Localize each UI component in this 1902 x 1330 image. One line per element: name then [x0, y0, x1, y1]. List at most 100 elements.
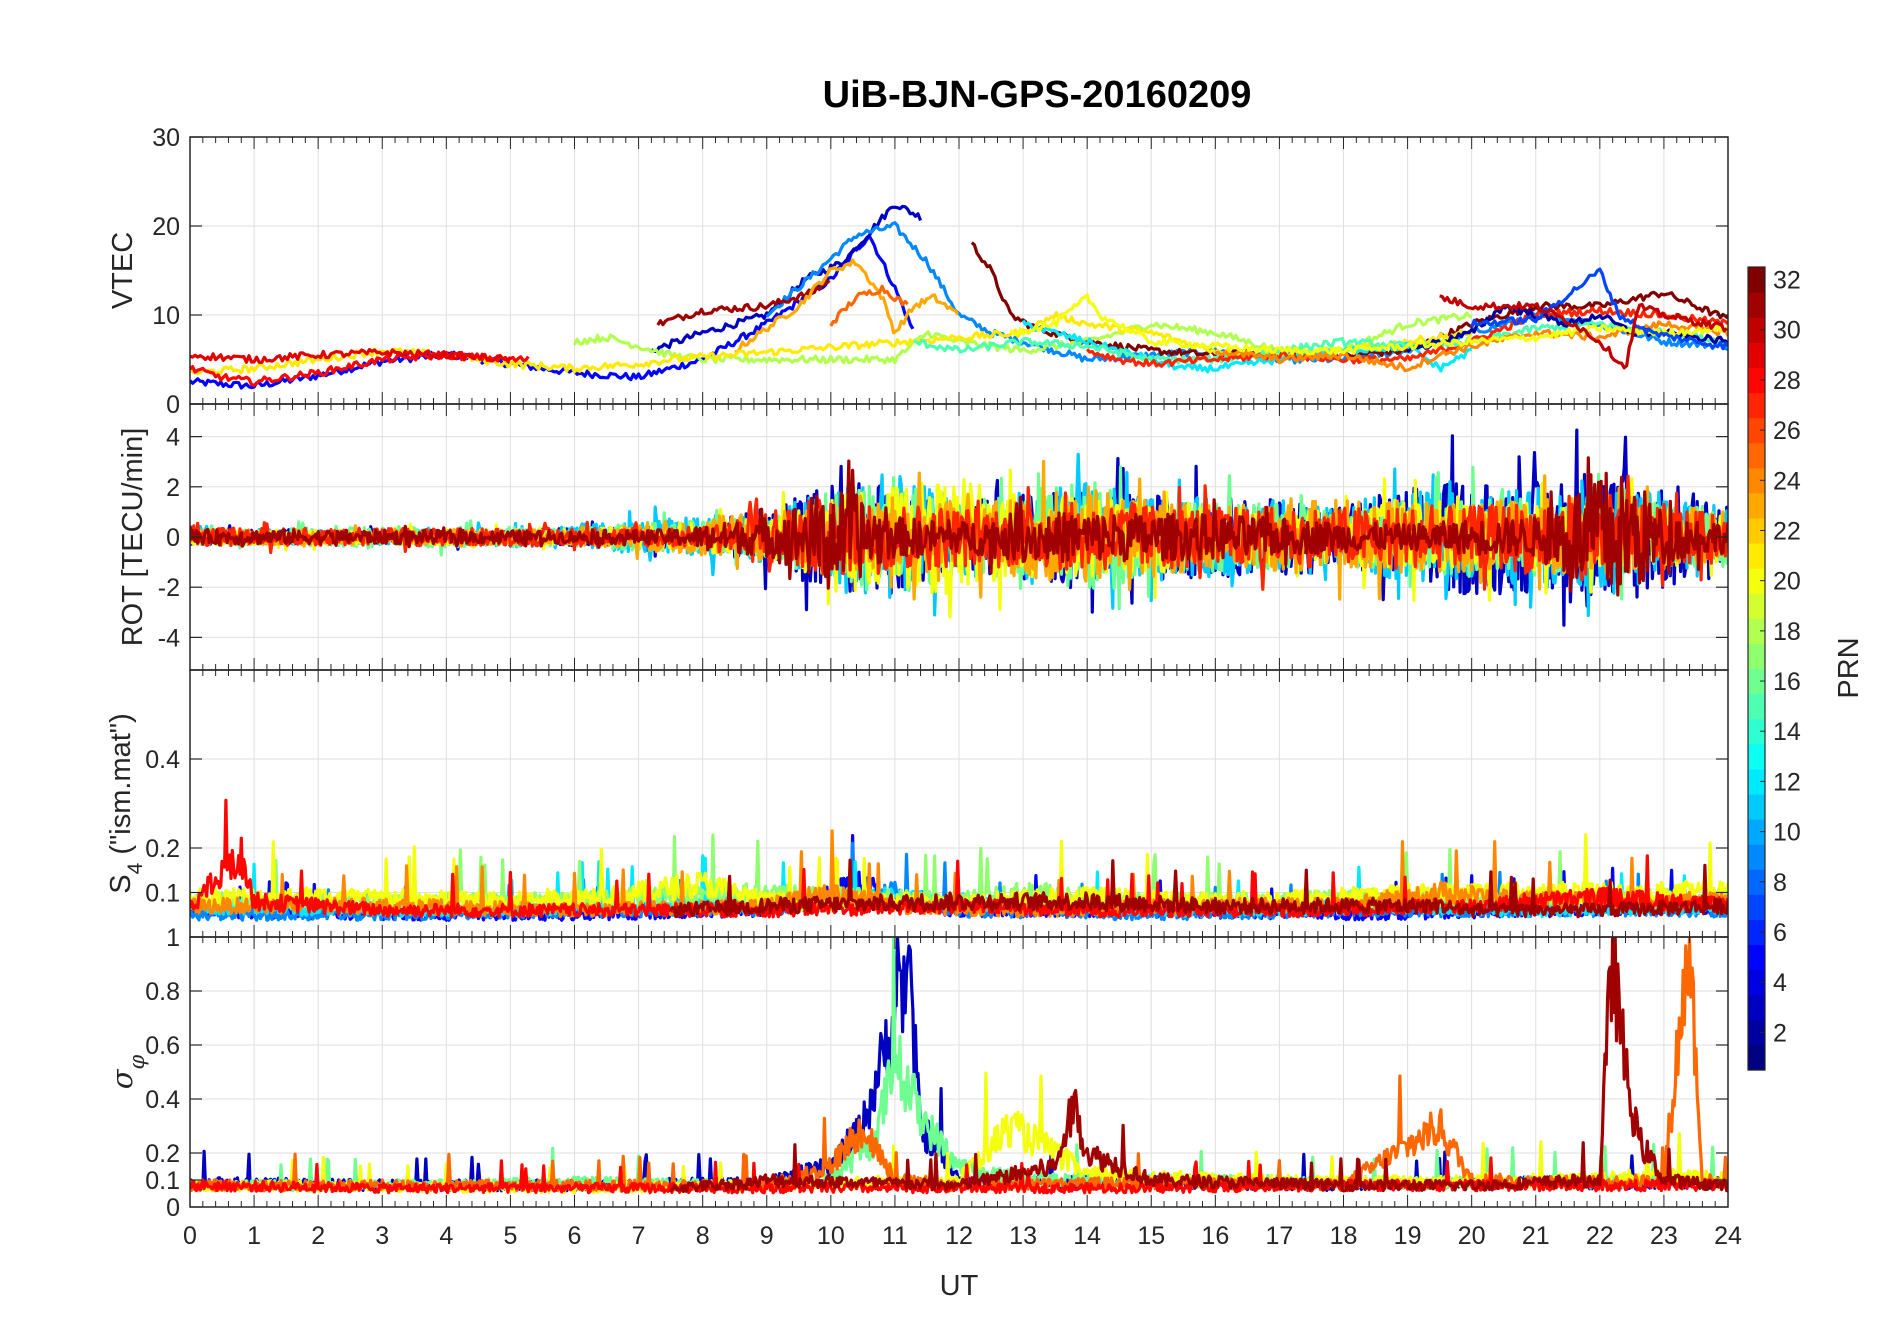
- y-tick-label: 0.4: [145, 1086, 180, 1114]
- colorbar-swatch: [1748, 267, 1765, 293]
- y-tick-label: 0: [166, 1194, 180, 1222]
- series-line-prn-23: [734, 258, 960, 354]
- x-tick-label: 9: [760, 1222, 774, 1250]
- ticks-vtec: [189, 136, 1729, 405]
- x-tick-label: 10: [817, 1222, 845, 1250]
- y-tick-label: 0.2: [145, 835, 180, 863]
- colorbar-swatch: [1748, 543, 1765, 569]
- y-tick-label: 1: [166, 924, 180, 952]
- panel-vtec: 0 10 20 30 VTEC: [107, 124, 1729, 419]
- x-tick-label: 0: [183, 1222, 197, 1250]
- colorbar-swatch: [1748, 894, 1765, 921]
- x-tick-label: 15: [1137, 1222, 1165, 1250]
- colorbar-tick-label: 2: [1773, 1019, 1787, 1047]
- x-tick-label: 24: [1714, 1222, 1742, 1250]
- panel-sigphi: 00.10.2 0.4 0.6 0.8 1 σφ: [105, 924, 1729, 1222]
- colorbar-tick-label: 4: [1773, 969, 1787, 997]
- series-line-prn-25: [829, 284, 909, 327]
- colorbar-swatch: [1748, 467, 1765, 494]
- series-line-prn-31: [669, 937, 1728, 1193]
- x-tick-label: 18: [1330, 1222, 1358, 1250]
- x-tick-label: 19: [1394, 1222, 1422, 1250]
- x-tick-label: 22: [1586, 1222, 1614, 1250]
- x-axis: 0 1 2 3 4 5 6 7 8 9 10 11 12 13 14 15 16 17 18 19 20 21 22 23 24: [183, 1222, 1742, 1250]
- panel-rot: -4 -2 0 2 4 ROT [TECU/min]: [117, 403, 1729, 671]
- colorbar-swatch: [1748, 1044, 1765, 1071]
- colorbar-swatch: [1748, 668, 1765, 695]
- colorbar-swatch: [1748, 768, 1765, 795]
- y-axis-label-vtec: VTEC: [107, 232, 139, 309]
- x-tick-label: 2: [311, 1222, 325, 1250]
- x-tick-label: 1: [247, 1222, 261, 1250]
- colorbar-tick-label: 10: [1773, 819, 1801, 847]
- colorbar-tick-label: 30: [1773, 317, 1801, 345]
- colorbar-swatch: [1748, 417, 1765, 444]
- colorbar-swatch: [1748, 568, 1765, 594]
- ticks-rot: [189, 404, 1729, 670]
- colorbar-label: PRN: [1833, 637, 1865, 698]
- colorbar-tick-label: 18: [1773, 618, 1801, 646]
- series-group-rot: [190, 428, 1728, 627]
- colorbar-tick-label: 16: [1773, 668, 1801, 696]
- colorbar-tick-label: 24: [1773, 467, 1801, 495]
- x-axis-label: UT: [940, 1270, 979, 1302]
- colorbar-frame: [1747, 266, 1766, 1071]
- colorbar-tick-label: 14: [1773, 718, 1801, 746]
- colorbar-swatch: [1748, 517, 1765, 544]
- y-tick-label: -4: [158, 624, 180, 652]
- x-tick-label: 13: [1009, 1222, 1037, 1250]
- series-line-prn-7: [1470, 267, 1728, 351]
- series-group-sigphi: [190, 937, 1728, 1195]
- colorbar-tick-label: 22: [1773, 517, 1801, 545]
- colorbar-tick-label: 8: [1773, 869, 1787, 897]
- colorbar-tick-label: 6: [1773, 919, 1787, 947]
- colorbar-swatch: [1748, 718, 1765, 745]
- series-line-prn-29: [190, 348, 512, 364]
- y-tick-label: -2: [158, 574, 180, 602]
- y-tick-label: 0.8: [145, 978, 180, 1006]
- colorbar-swatch: [1748, 492, 1765, 519]
- ticks-s4: [189, 670, 1729, 937]
- series-line-prn-28: [190, 350, 530, 387]
- x-tick-label: 23: [1650, 1222, 1678, 1250]
- x-tick-label: 4: [439, 1222, 453, 1250]
- colorbar-swatch: [1748, 919, 1765, 946]
- ticks-sigphi: [189, 936, 1729, 1208]
- y-tick-label: 20: [152, 213, 180, 241]
- y-axis-label-sigphi: σφ: [105, 1054, 149, 1089]
- series-line-prn-30: [1439, 294, 1728, 370]
- series-group-vtec: [190, 204, 1728, 390]
- y-tick-label: 0.1: [145, 1167, 180, 1195]
- y-tick-label: 4: [166, 424, 180, 452]
- grid-vtec: [189, 136, 1729, 405]
- y-tick-label: 10: [152, 302, 180, 330]
- series-line-prn-20: [1009, 293, 1728, 356]
- x-tick-label: 21: [1522, 1222, 1550, 1250]
- x-tick-label: 14: [1073, 1222, 1101, 1250]
- y-tick-label: 0.1: [145, 880, 180, 908]
- colorbar-swatch: [1748, 793, 1765, 820]
- colorbar-swatch: [1748, 969, 1765, 996]
- colorbar-swatch: [1748, 643, 1765, 670]
- colorbar-swatch: [1748, 442, 1765, 469]
- colorbar-swatch: [1748, 392, 1765, 419]
- y-axis-label-s4: S4 ("ism.mat"): [105, 713, 147, 894]
- colorbar-swatch: [1748, 292, 1765, 318]
- colorbar-swatch: [1748, 844, 1765, 870]
- x-tick-label: 20: [1458, 1222, 1486, 1250]
- x-tick-label: 11: [882, 1222, 908, 1250]
- y-axis-label-rot: ROT [TECU/min]: [117, 428, 149, 647]
- colorbar-swatch: [1748, 618, 1765, 645]
- x-tick-label: 12: [945, 1222, 973, 1250]
- panel-s4: 0.1 0.2 0.4S4 ("ism.mat"): [105, 669, 1729, 938]
- colorbar-swatch: [1748, 944, 1765, 971]
- x-tick-label: 3: [375, 1222, 389, 1250]
- series-line-prn-31: [656, 279, 831, 327]
- series-line-prn-31: [190, 456, 1728, 597]
- x-tick-label: 5: [503, 1222, 517, 1250]
- colorbar-swatch: [1748, 743, 1765, 770]
- series-group-s4: [190, 798, 1728, 922]
- series-line-prn-32: [970, 241, 1728, 360]
